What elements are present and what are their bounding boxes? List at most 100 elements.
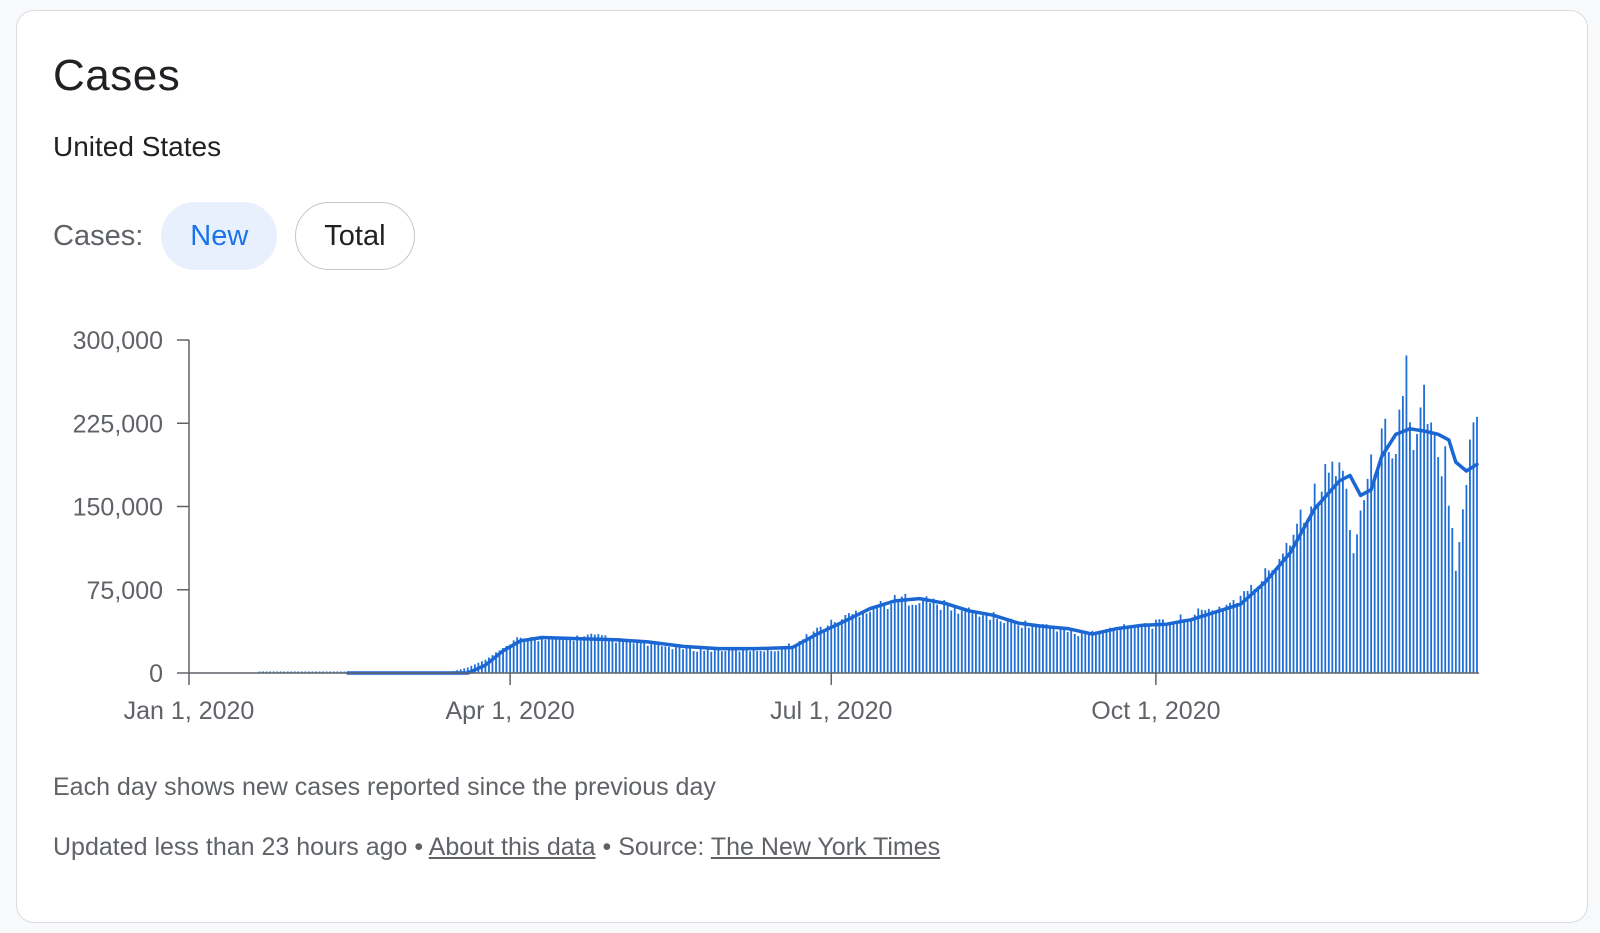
daily-bar (1278, 559, 1281, 673)
daily-bar (964, 609, 967, 673)
card-subtitle: United States (53, 131, 222, 162)
daily-bar (526, 640, 529, 673)
daily-bar (1430, 422, 1433, 673)
daily-bar (950, 610, 953, 673)
y-tick-label: 150,000 (73, 494, 163, 522)
bar-series (258, 355, 1478, 673)
daily-bar (569, 638, 572, 673)
daily-bar (1267, 570, 1270, 673)
daily-bar (809, 637, 811, 673)
daily-bar (1193, 614, 1196, 673)
daily-bar (1003, 623, 1006, 673)
x-tick-label: Oct 1, 2020 (1091, 697, 1220, 725)
daily-bar (1137, 625, 1140, 673)
daily-bar (1084, 632, 1087, 673)
toggle-label: Cases: (53, 219, 144, 252)
daily-bar (1133, 625, 1136, 673)
daily-bar (699, 648, 702, 673)
card-footer: Updated less than 23 hours ago • About t… (53, 833, 940, 862)
daily-bar (565, 638, 568, 673)
daily-bar (851, 614, 854, 673)
daily-bar (1257, 586, 1260, 673)
daily-bar (925, 596, 928, 673)
daily-bar (1440, 476, 1443, 673)
daily-bar (696, 651, 699, 673)
daily-bar (1310, 506, 1313, 673)
daily-bar (632, 643, 635, 673)
daily-bar (900, 596, 903, 673)
daily-bar (1066, 632, 1069, 673)
daily-bar (1038, 625, 1041, 673)
daily-bar (819, 626, 822, 673)
daily-bar (1112, 628, 1115, 673)
daily-bar (915, 605, 917, 673)
daily-bar (1320, 491, 1323, 673)
daily-bar (466, 667, 469, 673)
daily-bar (1126, 626, 1129, 673)
daily-bar (1405, 355, 1408, 673)
daily-bar (1179, 614, 1182, 673)
daily-bar (678, 645, 681, 673)
daily-bar (1109, 627, 1111, 673)
daily-bar (795, 645, 797, 673)
daily-bar (1119, 627, 1122, 673)
updated-text: Updated less than 23 hours ago (53, 833, 408, 861)
daily-bar (664, 646, 667, 673)
daily-bar (1010, 618, 1013, 673)
daily-bar (1070, 629, 1073, 673)
daily-bar (1165, 623, 1168, 673)
daily-bar (1412, 450, 1415, 673)
daily-bar (717, 649, 720, 673)
daily-bar (675, 647, 677, 673)
toggle-total-button[interactable]: Total (295, 202, 415, 270)
daily-bar (459, 669, 462, 673)
daily-bar (1222, 608, 1224, 673)
daily-bar (992, 612, 995, 673)
daily-bar (1377, 466, 1380, 673)
daily-bar (1024, 620, 1027, 673)
daily-bar (671, 649, 674, 673)
daily-bar (1077, 636, 1080, 673)
daily-bar (759, 651, 762, 673)
daily-bar (502, 648, 504, 673)
daily-bar (516, 637, 519, 673)
daily-bar (855, 610, 857, 673)
daily-bar (1229, 602, 1231, 673)
daily-bar (720, 651, 723, 673)
daily-bar (823, 630, 826, 673)
daily-bar (1387, 452, 1390, 673)
daily-bar (886, 609, 889, 673)
daily-bar (1366, 478, 1369, 673)
daily-bar (1359, 510, 1362, 673)
daily-bar (1130, 628, 1133, 673)
daily-bar (1260, 581, 1263, 673)
daily-bar (1183, 619, 1186, 673)
daily-bar (1123, 624, 1126, 673)
daily-bar (907, 605, 910, 673)
daily-bar (505, 645, 508, 673)
daily-bar (1447, 505, 1450, 673)
seven-day-average-line (346, 427, 1479, 675)
daily-bar (1317, 503, 1320, 673)
daily-bar (982, 615, 984, 673)
daily-bar (1345, 488, 1348, 673)
daily-bar (1454, 570, 1457, 673)
daily-bar (1239, 595, 1242, 673)
daily-bar (876, 607, 879, 673)
chart-note: Each day shows new cases reported since … (53, 773, 716, 801)
source-link[interactable]: The New York Times (710, 833, 941, 861)
daily-bar (1303, 522, 1305, 673)
daily-bar (735, 648, 737, 673)
daily-bar (1402, 395, 1404, 673)
daily-bar (512, 640, 515, 673)
daily-bar (724, 651, 727, 673)
daily-bar (537, 641, 540, 673)
about-data-link[interactable]: About this data (428, 833, 596, 861)
x-tick-label: Jul 1, 2020 (770, 697, 892, 725)
daily-bar (1370, 454, 1373, 673)
daily-bar (608, 638, 610, 673)
daily-bar (1324, 464, 1327, 673)
cases-toggle: Cases: New Total (53, 201, 433, 271)
toggle-new-button[interactable]: New (161, 202, 278, 270)
daily-bar (509, 644, 512, 673)
